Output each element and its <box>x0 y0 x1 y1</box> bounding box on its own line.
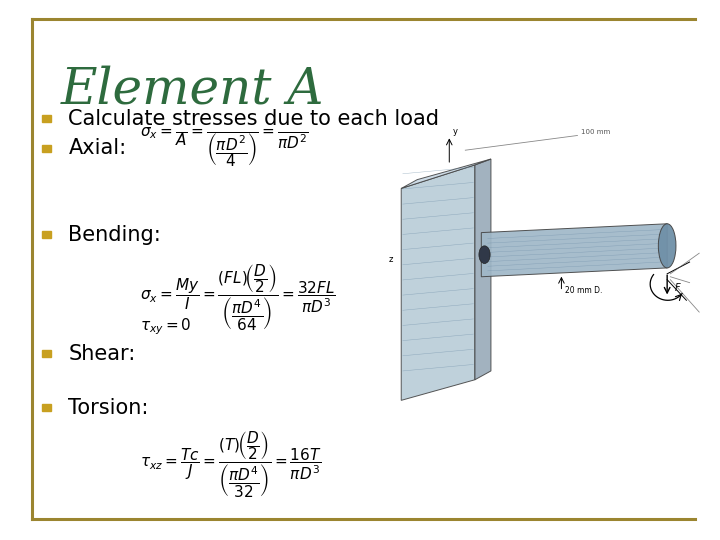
Polygon shape <box>401 165 475 400</box>
Polygon shape <box>401 159 491 188</box>
Text: Element A: Element A <box>61 65 325 114</box>
Text: $\sigma_x = \dfrac{\ }{ A} = \dfrac{\ \ \ \ \ \ }{\left(\dfrac{\pi D^2}{4}\right: $\sigma_x = \dfrac{\ }{ A} = \dfrac{\ \ … <box>140 125 310 169</box>
Bar <box>42 231 52 238</box>
Text: Torsion:: Torsion: <box>68 397 149 418</box>
Bar <box>42 404 52 411</box>
Polygon shape <box>475 159 491 380</box>
Text: $\tau_{xz} = \dfrac{Tc}{J} = \dfrac{(T)\!\left(\dfrac{D}{2}\right)}{\left(\dfrac: $\tau_{xz} = \dfrac{Tc}{J} = \dfrac{(T)\… <box>140 429 322 500</box>
Text: Axial:: Axial: <box>68 138 127 159</box>
Text: 100 mm: 100 mm <box>580 129 610 135</box>
Text: z: z <box>388 255 393 264</box>
Ellipse shape <box>658 224 676 268</box>
Text: 20 mm D.: 20 mm D. <box>564 286 602 295</box>
Text: $\sigma_x = \dfrac{My}{I} = \dfrac{(FL)\!\left(\dfrac{D}{2}\right)}{\left(\dfrac: $\sigma_x = \dfrac{My}{I} = \dfrac{(FL)\… <box>140 262 336 333</box>
Text: y: y <box>452 127 457 136</box>
Bar <box>42 350 52 357</box>
Ellipse shape <box>479 246 490 264</box>
Polygon shape <box>482 224 667 276</box>
Text: $F$: $F$ <box>674 281 681 293</box>
Text: Bending:: Bending: <box>68 225 161 245</box>
Text: Calculate stresses due to each load: Calculate stresses due to each load <box>68 109 439 129</box>
Bar <box>42 115 52 122</box>
Text: $\tau_{xy} = 0$: $\tau_{xy} = 0$ <box>140 316 192 337</box>
Bar <box>42 145 52 152</box>
Text: Shear:: Shear: <box>68 343 135 364</box>
